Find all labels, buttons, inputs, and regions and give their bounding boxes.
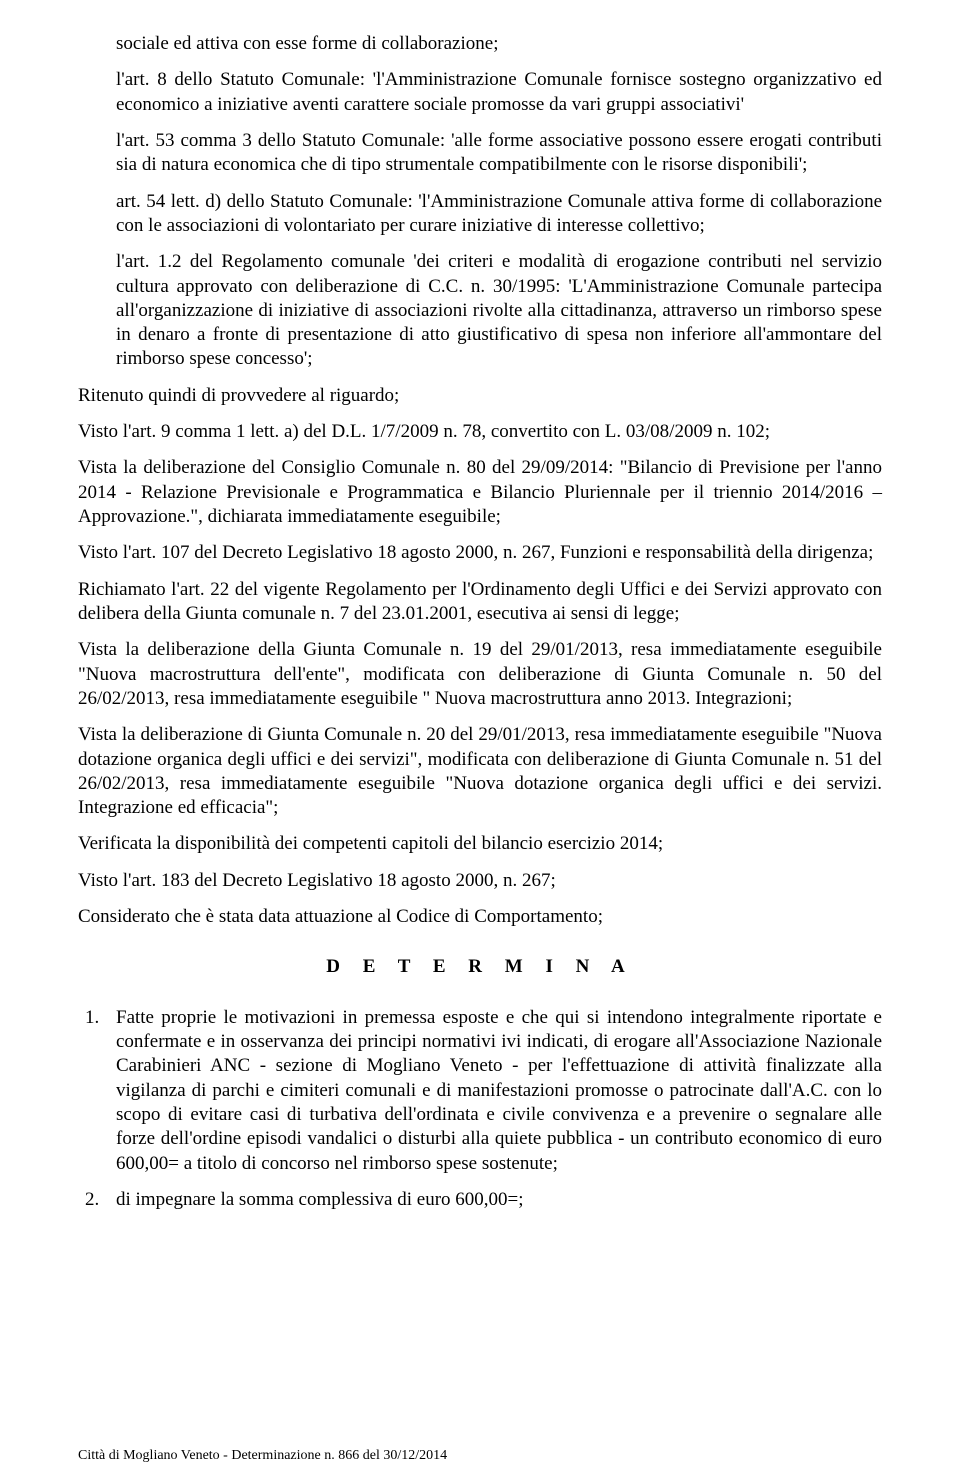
paragraph-visto-art9: Visto l'art. 9 comma 1 lett. a) del D.L.… xyxy=(78,420,882,444)
paragraph-ritenuto: Ritenuto quindi di provvedere al riguard… xyxy=(78,384,882,408)
determina-item-1: Fatte proprie le motivazioni in premessa… xyxy=(104,1006,882,1176)
paragraph-delibera-giunta-20: Vista la deliberazione di Giunta Comunal… xyxy=(78,723,882,820)
paragraph-richiamato-art22: Richiamato l'art. 22 del vigente Regolam… xyxy=(78,578,882,627)
paragraph-statuto-5: l'art. 1.2 del Regolamento comunale 'dei… xyxy=(116,250,882,372)
paragraph-statuto-2: l'art. 8 dello Statuto Comunale: 'l'Ammi… xyxy=(116,68,882,117)
page-footer: Città di Mogliano Veneto - Determinazion… xyxy=(78,1448,447,1464)
determina-item-2: di impegnare la somma complessiva di eur… xyxy=(104,1188,882,1212)
paragraph-visto-art107: Visto l'art. 107 del Decreto Legislativo… xyxy=(78,541,882,565)
paragraph-delibera-consiglio: Vista la deliberazione del Consiglio Com… xyxy=(78,456,882,529)
paragraph-verificata: Verificata la disponibilità dei competen… xyxy=(78,832,882,856)
paragraph-statuto-4: art. 54 lett. d) dello Statuto Comunale:… xyxy=(116,190,882,239)
paragraph-statuto-1: sociale ed attiva con esse forme di coll… xyxy=(116,32,882,56)
document-page: sociale ed attiva con esse forme di coll… xyxy=(0,0,960,1482)
determina-list: Fatte proprie le motivazioni in premessa… xyxy=(104,1006,882,1213)
paragraph-delibera-giunta-19: Vista la deliberazione della Giunta Comu… xyxy=(78,638,882,711)
paragraph-considerato: Considerato che è stata data attuazione … xyxy=(78,905,882,929)
heading-determina: D E T E R M I N A xyxy=(78,955,882,979)
paragraph-visto-art183: Visto l'art. 183 del Decreto Legislativo… xyxy=(78,869,882,893)
paragraph-statuto-3: l'art. 53 comma 3 dello Statuto Comunale… xyxy=(116,129,882,178)
